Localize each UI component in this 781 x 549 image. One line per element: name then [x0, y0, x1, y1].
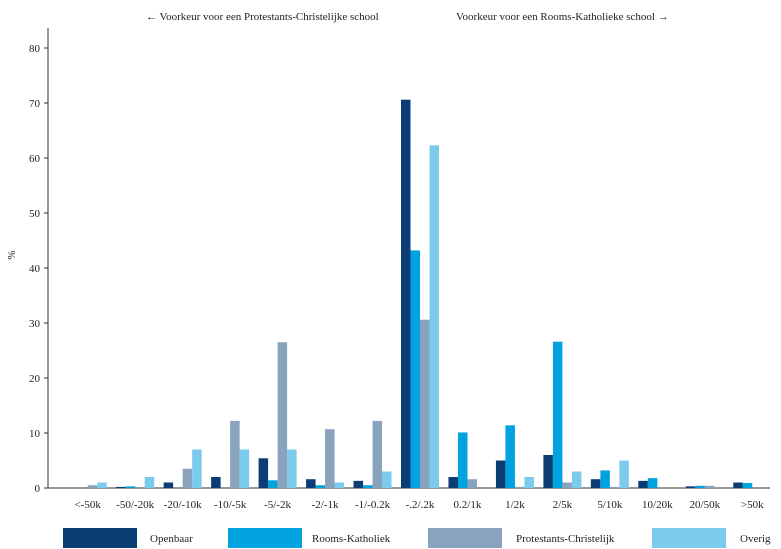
y-tick-label: 70	[29, 98, 41, 110]
bar-protestants-christelijk-6	[372, 420, 383, 488]
bar-overig-1	[144, 477, 155, 488]
bar-rooms-katholiek-7	[410, 250, 420, 488]
bar-protestants-christelijk-10	[562, 482, 572, 488]
x-tick-label: -10/-5k	[214, 499, 247, 511]
bar-overig-10	[571, 471, 582, 488]
y-tick-label: 30	[29, 318, 41, 330]
y-tick-label: 40	[29, 263, 41, 275]
bar-protestants-christelijk-13	[704, 485, 715, 488]
bar-rooms-katholiek-11	[600, 470, 610, 488]
legend-label-3: Overig	[740, 533, 771, 545]
annotation-left: ← Voorkeur voor een Protestants-Christel…	[146, 11, 379, 23]
bar-protestants-christelijk-11	[609, 486, 620, 488]
x-tick-label: 1/2k	[505, 499, 525, 511]
y-tick-label: 0	[35, 483, 41, 495]
x-tick-label: 20/50k	[690, 499, 721, 511]
legend-swatch-0	[63, 528, 137, 548]
bar-rooms-katholiek-13	[695, 485, 705, 488]
legend-swatch-3	[652, 528, 726, 548]
legend-label-2: Protestants-Christelijk	[516, 533, 615, 545]
bar-rooms-katholiek-14	[742, 483, 753, 488]
x-tick-label: 5/10k	[597, 499, 623, 511]
bar-rooms-katholiek-9	[505, 425, 515, 488]
y-tick-label: 50	[29, 208, 41, 220]
legend-swatch-1	[228, 528, 302, 548]
bar-rooms-katholiek-4	[268, 480, 278, 488]
bar-openbaar-4	[258, 458, 269, 488]
bar-protestants-christelijk-0	[87, 485, 98, 488]
legend-swatch-2	[428, 528, 502, 548]
bar-rooms-katholiek-10	[552, 341, 563, 488]
bar-overig-0	[97, 482, 107, 488]
x-tick-label: -5/-2k	[264, 499, 291, 511]
x-tick-label: <-50k	[75, 499, 102, 511]
y-tick-label: 60	[29, 153, 41, 165]
bar-openbaar-5	[306, 479, 316, 488]
legend-label-1: Rooms-Katholiek	[312, 533, 391, 545]
bar-protestants-christelijk-7	[420, 319, 430, 488]
x-tick-label: 2/5k	[553, 499, 573, 511]
bar-rooms-katholiek-5	[315, 485, 326, 488]
bar-overig-3	[239, 449, 250, 488]
bar-rooms-katholiek-1	[125, 486, 136, 488]
bar-overig-11	[619, 460, 629, 488]
bar-rooms-katholiek-12	[647, 478, 658, 488]
bar-overig-2	[192, 449, 202, 488]
bar-protestants-christelijk-4	[277, 342, 288, 488]
legend-label-0: Openbaar	[150, 533, 193, 545]
annotation-right: Voorkeur voor een Rooms-Katholieke schoo…	[456, 11, 669, 23]
bar-rooms-katholiek-8	[457, 432, 468, 488]
x-tick-label: >50k	[741, 499, 764, 511]
y-tick-label: 20	[29, 373, 41, 385]
bar-rooms-katholiek-6	[363, 485, 373, 488]
x-tick-label: -50/-20k	[116, 499, 154, 511]
bar-openbaar-8	[448, 477, 458, 488]
bar-openbaar-14	[733, 482, 743, 488]
bar-overig-9	[524, 477, 534, 488]
bar-protestants-christelijk-8	[467, 479, 477, 488]
bar-protestants-christelijk-2	[182, 468, 193, 488]
bar-openbaar-12	[638, 480, 648, 488]
bar-protestants-christelijk-9	[514, 486, 525, 488]
bar-openbaar-9	[495, 460, 506, 488]
bar-overig-7	[429, 145, 439, 488]
x-tick-label: 0.2/1k	[454, 499, 482, 511]
bar-overig-4	[287, 449, 297, 488]
x-tick-label: -20/-10k	[164, 499, 202, 511]
y-tick-label: 80	[29, 43, 41, 55]
bar-openbaar-11	[590, 479, 601, 488]
bar-overig-6	[382, 471, 392, 488]
bar-openbaar-7	[401, 99, 411, 488]
bar-openbaar-2	[163, 482, 174, 488]
bar-openbaar-13	[685, 486, 696, 488]
bar-openbaar-3	[211, 477, 221, 488]
bar-protestants-christelijk-5	[325, 429, 335, 488]
bar-overig-5	[334, 482, 345, 488]
x-tick-label: 10/20k	[642, 499, 673, 511]
x-tick-label: -2/-1k	[312, 499, 339, 511]
bar-protestants-christelijk-3	[230, 420, 240, 488]
x-tick-label: -1/-0.2k	[355, 499, 391, 511]
bar-openbaar-1	[116, 486, 126, 488]
bar-openbaar-6	[353, 480, 364, 488]
bar-openbaar-10	[543, 455, 553, 488]
y-tick-label: 10	[29, 428, 41, 440]
x-tick-label: -.2/.2k	[406, 499, 435, 511]
y-axis-label: %	[6, 250, 18, 259]
